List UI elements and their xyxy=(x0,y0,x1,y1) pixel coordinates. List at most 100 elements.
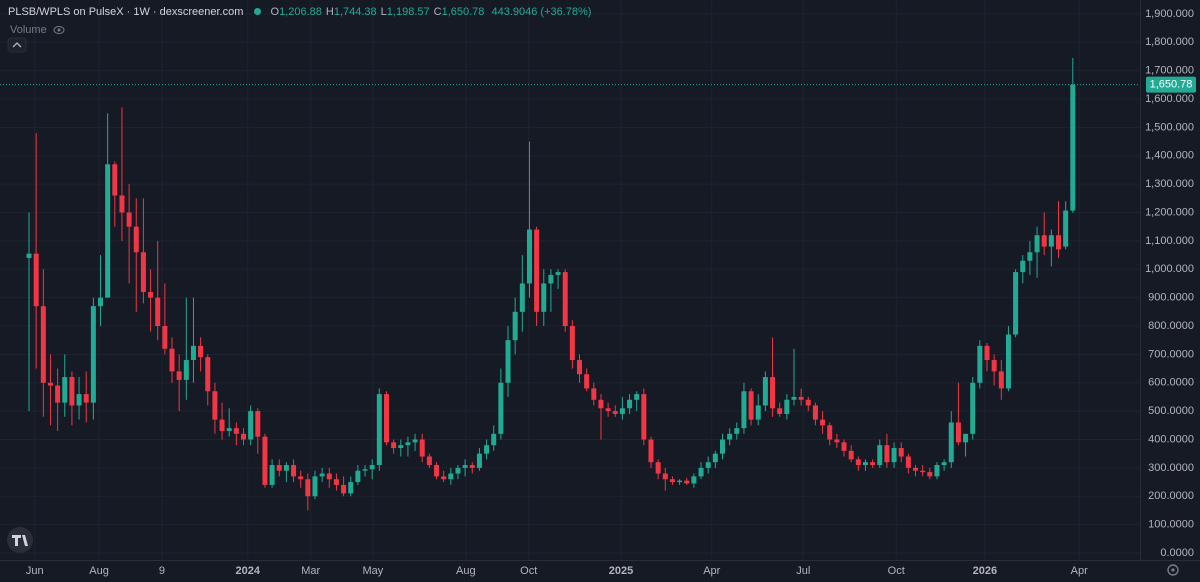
settings-icon[interactable] xyxy=(1167,564,1179,576)
candle-body xyxy=(634,394,640,400)
candle-body xyxy=(1070,84,1076,211)
logo-circle xyxy=(7,527,33,553)
y-tick-label: 800.0000 xyxy=(1148,320,1194,332)
y-tick-label: 1,500.000 xyxy=(1145,121,1194,133)
legend-header: PLSB/WPLS on PulseX · 1W · dexscreener.c… xyxy=(8,6,591,18)
candle-body xyxy=(913,467,919,471)
candle-body xyxy=(1020,260,1026,273)
candle-body xyxy=(119,195,125,213)
eye-pupil[interactable] xyxy=(57,28,61,32)
candle-body xyxy=(998,371,1004,389)
y-tick-label: 1,000.000 xyxy=(1145,263,1194,275)
candle-body xyxy=(963,433,969,443)
candle-body xyxy=(348,482,354,494)
candle-body xyxy=(498,382,504,434)
grid xyxy=(0,0,1140,560)
x-tick-label: Apr xyxy=(703,565,720,577)
candle-body xyxy=(140,252,146,292)
candle-body xyxy=(262,436,268,485)
candle-body xyxy=(541,283,547,312)
collapse-button[interactable] xyxy=(7,37,27,53)
y-tick-label: 1,800.000 xyxy=(1145,36,1194,48)
candle-body xyxy=(69,377,75,406)
y-tick-label: 100.0000 xyxy=(1148,519,1194,531)
candle-body xyxy=(133,226,139,253)
candle-body xyxy=(319,473,325,477)
candle-body xyxy=(190,345,196,361)
collapse-arrow[interactable] xyxy=(12,42,22,48)
settings-button[interactable] xyxy=(1167,564,1179,576)
eye-outline[interactable] xyxy=(53,26,65,34)
candle-body xyxy=(169,348,175,372)
collapse-box[interactable] xyxy=(7,37,27,53)
ohlc-key: O xyxy=(270,6,280,18)
candle-body xyxy=(691,476,697,484)
candle-body xyxy=(205,357,211,392)
candle-body xyxy=(898,448,904,457)
candle-body xyxy=(162,326,168,349)
candle-body xyxy=(333,479,339,485)
candle-body xyxy=(627,399,633,409)
candle-body xyxy=(834,439,840,443)
candle-body xyxy=(641,394,647,440)
candle-body xyxy=(462,465,468,468)
candle-body xyxy=(941,462,947,466)
volume-legend: Volume xyxy=(10,24,65,36)
candle-body xyxy=(905,456,911,468)
candle-body xyxy=(548,274,554,284)
y-tick-label: 200.0000 xyxy=(1148,490,1194,502)
candle-body xyxy=(269,465,275,485)
candle-body xyxy=(298,476,304,480)
ohlc-key: L xyxy=(380,6,387,18)
x-tick-label: Apr xyxy=(1071,565,1088,577)
symbol-title: PLSB/WPLS on PulseX · 1W · dexscreener.c… xyxy=(8,6,244,18)
y-tick-label: 600.0000 xyxy=(1148,377,1194,389)
candle-body xyxy=(584,374,590,389)
volume-label: Volume xyxy=(10,24,47,36)
candle-body xyxy=(948,422,954,463)
candle-body xyxy=(362,469,368,471)
x-tick-label: 2026 xyxy=(973,565,997,577)
candle-body xyxy=(827,425,833,440)
candle-body xyxy=(612,411,618,414)
candle-body xyxy=(412,439,418,443)
candle-body xyxy=(884,445,890,463)
candle-body xyxy=(1013,272,1019,335)
x-tick-label: May xyxy=(363,565,384,577)
candle-body xyxy=(712,453,718,463)
candle-body xyxy=(591,388,597,400)
candle-body xyxy=(355,470,361,483)
candle-body xyxy=(448,473,454,480)
candle-body xyxy=(33,253,39,307)
candle-body xyxy=(577,360,583,375)
last-price-box xyxy=(1146,76,1196,93)
candle-body xyxy=(283,465,289,471)
candle-body xyxy=(741,391,747,429)
candle-body xyxy=(534,229,540,312)
overlay: 1,650.78 xyxy=(0,76,1196,93)
candle-body xyxy=(619,408,625,414)
candle-body xyxy=(755,405,761,420)
candle-body xyxy=(240,433,247,440)
candle-body xyxy=(920,470,926,473)
candle-body xyxy=(719,439,725,454)
candle-body xyxy=(198,345,204,358)
candle-body xyxy=(984,345,990,361)
candle-body xyxy=(1063,210,1069,247)
ohlc-key: H xyxy=(325,6,334,18)
y-tick-label: 500.0000 xyxy=(1148,405,1194,417)
candle-body xyxy=(762,377,768,406)
candle-body xyxy=(1055,235,1062,250)
candle-body xyxy=(698,467,704,477)
y-tick-label: 400.0000 xyxy=(1148,433,1194,445)
candle-body xyxy=(455,467,461,474)
candle-body xyxy=(562,272,568,327)
candle-body xyxy=(1027,252,1033,261)
settings-icon-center[interactable] xyxy=(1171,568,1175,572)
candle-body xyxy=(105,164,111,298)
y-tick-label: 1,900.000 xyxy=(1145,8,1194,20)
eye-icon[interactable] xyxy=(53,25,65,35)
candle-body xyxy=(812,405,818,420)
